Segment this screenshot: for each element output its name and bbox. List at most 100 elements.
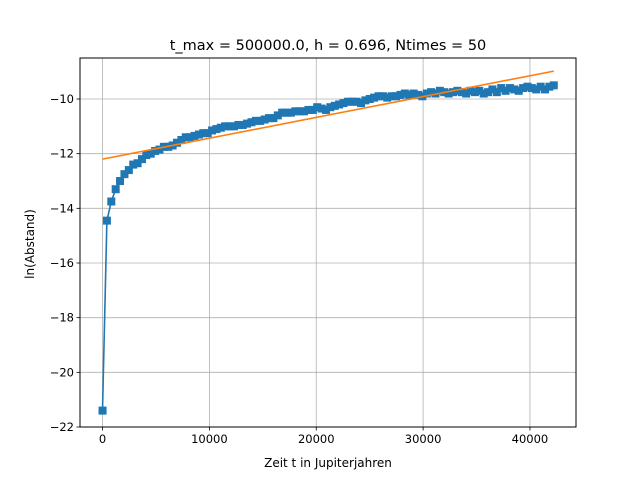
series-1-point [291, 107, 300, 116]
series-1-point [352, 97, 361, 106]
series-1-point [124, 166, 133, 175]
series-1-point [400, 89, 409, 98]
series-1-point [422, 89, 431, 98]
series-1-point [383, 93, 392, 102]
series-2-line [102, 70, 554, 160]
series-1-point [514, 86, 523, 95]
series-1-point [470, 88, 479, 97]
series-1-point [510, 85, 519, 94]
series-1-point [519, 84, 528, 93]
x-tick-label: 10000 [191, 432, 228, 446]
series-1-point [497, 84, 506, 93]
series-1-point [488, 85, 497, 94]
series-1-point [295, 107, 304, 116]
series-layer [98, 70, 558, 415]
series-1-point [387, 92, 396, 101]
series-1-point [527, 84, 536, 93]
series-1-point [260, 115, 269, 124]
series-1-point [326, 103, 335, 112]
series-1-point [286, 108, 295, 117]
series-1-point [317, 104, 326, 113]
series-1-point [541, 85, 550, 94]
series-1-point [374, 92, 383, 101]
series-1-point [234, 120, 243, 129]
series-1-point [120, 170, 129, 179]
series-1-point [484, 88, 493, 97]
y-tick-label: −14 [50, 201, 74, 215]
series-1-point [365, 95, 374, 103]
series-1-point [321, 105, 330, 114]
series-1-point [357, 99, 366, 108]
series-1-point [462, 89, 471, 98]
series-1-point [466, 86, 475, 95]
series-1-point [146, 149, 155, 158]
series-1-point [111, 185, 120, 194]
series-1-point [392, 92, 401, 101]
series-1-point [304, 105, 313, 114]
series-1-point [536, 82, 545, 91]
series-1-point [98, 406, 107, 415]
series-1-point [137, 155, 146, 164]
x-tick-label: 30000 [405, 432, 442, 446]
series-1-point [133, 159, 142, 168]
y-tick-label: −22 [50, 420, 74, 434]
series-1-point [501, 86, 510, 95]
series-1-point [370, 93, 379, 102]
x-tick-label: 40000 [512, 432, 549, 446]
series-1-point [269, 114, 278, 123]
series-1-point [265, 114, 274, 123]
series-1-point [378, 92, 387, 101]
series-1-point [549, 81, 558, 90]
chart-title: t_max = 500000.0, h = 0.696, Ntimes = 50 [170, 38, 487, 54]
series-1-point [199, 129, 208, 138]
series-1-point [282, 108, 291, 117]
series-1-point [339, 99, 348, 108]
series-1-point [129, 160, 138, 169]
axis-ticks: 0 10000 20000 30000 40000 −22 −20 −18 −16 −14 −12 −… [50, 92, 549, 446]
series-1-point [251, 116, 260, 125]
series-1-point [247, 118, 256, 127]
series-1-point [216, 123, 225, 132]
series-1-point [335, 100, 344, 109]
series-1-point [435, 86, 444, 95]
y-tick-label: −16 [50, 256, 74, 270]
plot-frame [79, 57, 577, 428]
series-1-point [181, 133, 190, 142]
series-1-point [102, 216, 111, 225]
y-tick-label: −20 [50, 365, 74, 379]
series-1-point [238, 120, 247, 129]
series-1-point [343, 97, 352, 106]
series-1-point [186, 133, 195, 142]
series-1-point [278, 108, 287, 117]
series-1-point [457, 88, 466, 97]
series-1-point [300, 107, 309, 116]
series-1-point [444, 89, 453, 98]
series-1-point [142, 151, 151, 160]
series-1-point [479, 89, 488, 98]
series-1-point [221, 122, 230, 131]
series-1-point [256, 116, 265, 125]
series-1-point [453, 86, 462, 95]
series-1-point [348, 97, 357, 106]
series-1-point [505, 84, 514, 93]
series-1-point [330, 101, 339, 110]
series-1-point [203, 129, 212, 138]
series-1-point [396, 90, 405, 99]
plot-area [80, 58, 576, 427]
y-tick-label: −10 [50, 92, 74, 106]
series-1-point [177, 136, 186, 144]
series-1-point [427, 88, 436, 97]
series-1-point [545, 82, 554, 91]
series-1-point [208, 126, 217, 135]
series-1-point [409, 89, 418, 98]
series-1-point [492, 88, 501, 97]
series-1-point [243, 119, 252, 128]
x-tick-label: 20000 [298, 432, 335, 446]
series-1-point [273, 111, 282, 120]
series-1-point [107, 197, 116, 206]
series-1-point [361, 96, 370, 105]
series-1-point [405, 90, 414, 99]
series-1-point [151, 146, 160, 155]
series-1-point [225, 122, 234, 131]
